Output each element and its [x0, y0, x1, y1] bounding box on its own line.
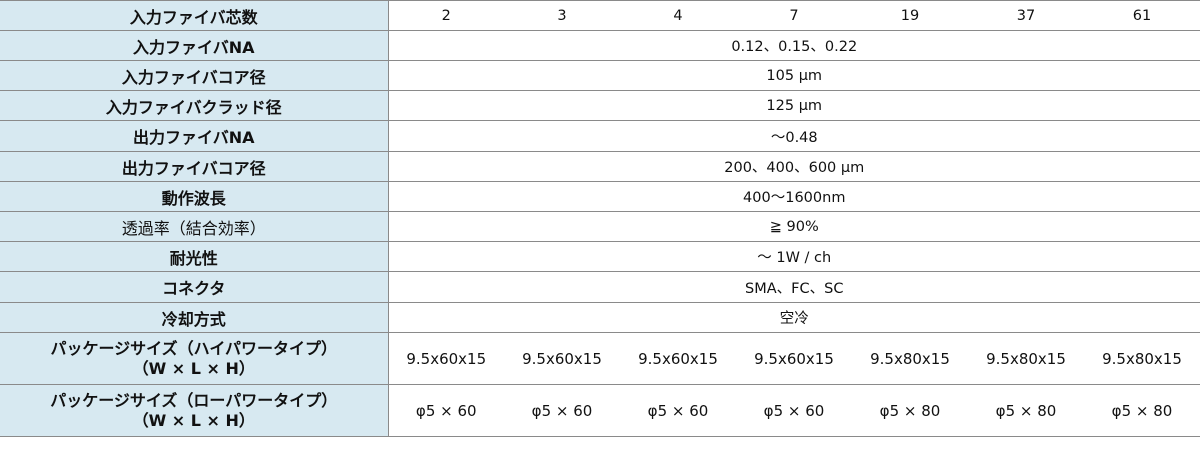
cell-value: φ5 × 80 — [1084, 384, 1200, 437]
table-row-package-high-power: パッケージサイズ（ハイパワータイプ） （W × L × H） 9.5x60x15… — [0, 332, 1200, 385]
cell-value: 9.5x60x15 — [504, 332, 620, 385]
row-label: 入力ファイバコア径 — [0, 60, 389, 91]
cell-value: 0.12、0.15、0.22 — [388, 30, 1200, 61]
cell-value: 9.5x80x15 — [1084, 332, 1200, 385]
row-label: コネクタ — [0, 271, 389, 303]
row-label: 入力ファイバクラッド径 — [0, 90, 389, 121]
row-label: 入力ファイバ芯数 — [0, 0, 389, 31]
row-label-line2: （W × L × H） — [132, 358, 255, 378]
row-label-line2: （W × L × H） — [132, 410, 255, 430]
cell-value: φ5 × 60 — [504, 384, 620, 437]
cell-value: ≧ 90% — [388, 211, 1200, 242]
cell-value: 105 μm — [388, 60, 1200, 91]
table-row-input-cladding: 入力ファイバクラッド径 125 μm — [0, 90, 1200, 121]
table-row-input-fiber-count: 入力ファイバ芯数 2 3 4 7 19 37 61 — [0, 0, 1200, 31]
cell-value: 7 — [736, 0, 852, 31]
row-label: 動作波長 — [0, 181, 389, 212]
row-label: 入力ファイバNA — [0, 30, 389, 61]
row-label: 透過率（結合効率） — [0, 211, 389, 242]
cell-value: 2 — [388, 0, 504, 31]
row-label: 出力ファイバコア径 — [0, 151, 389, 182]
cell-value: 125 μm — [388, 90, 1200, 121]
row-label: 出力ファイバNA — [0, 120, 389, 152]
table-row-package-low-power: パッケージサイズ（ローパワータイプ） （W × L × H） φ5 × 60 φ… — [0, 384, 1200, 437]
table-row-input-core: 入力ファイバコア径 105 μm — [0, 60, 1200, 91]
cell-value: 9.5x80x15 — [968, 332, 1084, 385]
cell-value: 3 — [504, 0, 620, 31]
cell-value: SMA、FC、SC — [388, 271, 1200, 303]
cell-value: 空冷 — [388, 302, 1200, 333]
cell-value: φ5 × 60 — [620, 384, 736, 437]
table-row-input-na: 入力ファイバNA 0.12、0.15、0.22 — [0, 30, 1200, 61]
row-label: 冷却方式 — [0, 302, 389, 333]
cell-value: 61 — [1084, 0, 1200, 31]
cell-value: φ5 × 80 — [852, 384, 968, 437]
cell-value: φ5 × 80 — [968, 384, 1084, 437]
row-label: 耐光性 — [0, 241, 389, 272]
cell-value: φ5 × 60 — [736, 384, 852, 437]
cell-value: φ5 × 60 — [388, 384, 504, 437]
row-label: パッケージサイズ（ハイパワータイプ） （W × L × H） — [0, 332, 389, 385]
cell-value: 200、400、600 μm — [388, 151, 1200, 182]
table-row-wavelength: 動作波長 400～1600nm — [0, 181, 1200, 212]
table-row-connector: コネクタ SMA、FC、SC — [0, 271, 1200, 303]
cell-value: 9.5x60x15 — [620, 332, 736, 385]
cell-value: 9.5x60x15 — [388, 332, 504, 385]
cell-value: 37 — [968, 0, 1084, 31]
spec-table: 入力ファイバ芯数 2 3 4 7 19 37 61 入力ファイバNA 0.12、… — [0, 0, 1200, 437]
cell-value: ～0.48 — [388, 120, 1200, 152]
table-row-output-core: 出力ファイバコア径 200、400、600 μm — [0, 151, 1200, 182]
cell-value: ～ 1W / ch — [388, 241, 1200, 272]
row-label-line1: パッケージサイズ（ハイパワータイプ） — [50, 338, 338, 358]
row-label-line1: パッケージサイズ（ローパワータイプ） — [50, 390, 338, 410]
cell-value: 9.5x60x15 — [736, 332, 852, 385]
cell-value: 400～1600nm — [388, 181, 1200, 212]
table-row-output-na: 出力ファイバNA ～0.48 — [0, 120, 1200, 152]
row-label: パッケージサイズ（ローパワータイプ） （W × L × H） — [0, 384, 389, 437]
cell-value: 19 — [852, 0, 968, 31]
cell-value: 9.5x80x15 — [852, 332, 968, 385]
table-row-power-handling: 耐光性 ～ 1W / ch — [0, 241, 1200, 272]
table-row-transmittance: 透過率（結合効率） ≧ 90% — [0, 211, 1200, 242]
table-row-cooling: 冷却方式 空冷 — [0, 302, 1200, 333]
cell-value: 4 — [620, 0, 736, 31]
